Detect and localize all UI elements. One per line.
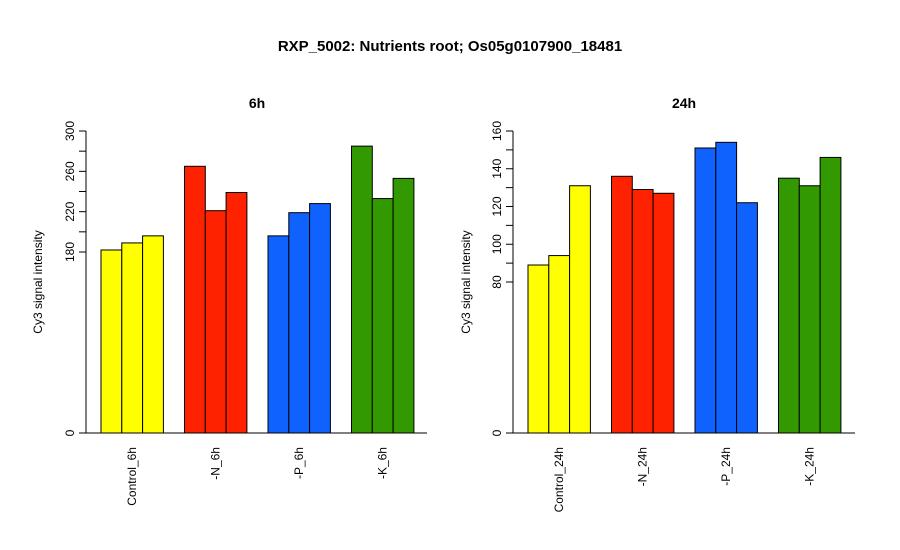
bar	[694, 147, 717, 434]
bar	[798, 185, 821, 434]
y-tick-label: 300	[63, 121, 77, 141]
y-tick-label: 140	[490, 158, 504, 178]
bar	[371, 198, 394, 434]
bar	[351, 145, 373, 434]
y-tick-label: 80	[490, 275, 504, 289]
panel-title: 6h	[249, 95, 265, 111]
bar	[631, 189, 654, 434]
figure-title: RXP_5002: Nutrients root; Os05g0107900_1…	[277, 38, 623, 55]
y-tick-label: 180	[63, 242, 77, 262]
chart-panel-6h: 6h Cy3 signal intensity Control_6h -N_6h -P_…	[31, 95, 427, 506]
bar	[527, 264, 550, 434]
y-axis-label: Cy3 signal intensity	[31, 230, 45, 333]
x-tick-label: -K_24h	[803, 447, 817, 486]
x-tick-label: Control_6h	[125, 447, 139, 506]
y-tick-label: 0	[63, 429, 77, 436]
bar	[225, 192, 248, 434]
panel-title: 24h	[672, 95, 696, 111]
y-axis-label: Cy3 signal intensity	[459, 230, 473, 333]
bar	[288, 212, 311, 434]
x-tick-label: -K_6h	[376, 447, 390, 479]
x-tick-label: -P_24h	[719, 447, 733, 486]
x-tick-label: Control_24h	[552, 447, 566, 512]
x-tick-label: -N_24h	[636, 447, 650, 486]
bar	[736, 202, 758, 434]
y-tick-label: 260	[63, 161, 77, 181]
bar	[267, 235, 290, 434]
bar	[184, 165, 206, 434]
y-tick-label: 0	[490, 429, 504, 436]
x-tick-label: -N_6h	[209, 447, 223, 480]
bar	[569, 185, 591, 434]
bar	[100, 249, 123, 434]
bar	[778, 177, 800, 434]
bar	[204, 210, 227, 434]
bar	[142, 235, 164, 434]
chart-panel-24h: 24h Cy3 signal intensity Control_24h -N_24h…	[459, 95, 855, 512]
bar	[392, 177, 415, 434]
bar	[652, 192, 675, 434]
bar	[309, 203, 331, 434]
bar	[715, 141, 738, 434]
y-tick-label: 220	[63, 201, 77, 221]
y-tick-label: 160	[490, 121, 504, 141]
x-tick-label: -P_6h	[292, 447, 306, 479]
y-tick-label: 120	[490, 196, 504, 216]
bar	[611, 175, 633, 434]
bar	[121, 242, 144, 434]
bar	[819, 156, 842, 434]
bar	[548, 255, 571, 434]
y-tick-label: 100	[490, 234, 504, 254]
